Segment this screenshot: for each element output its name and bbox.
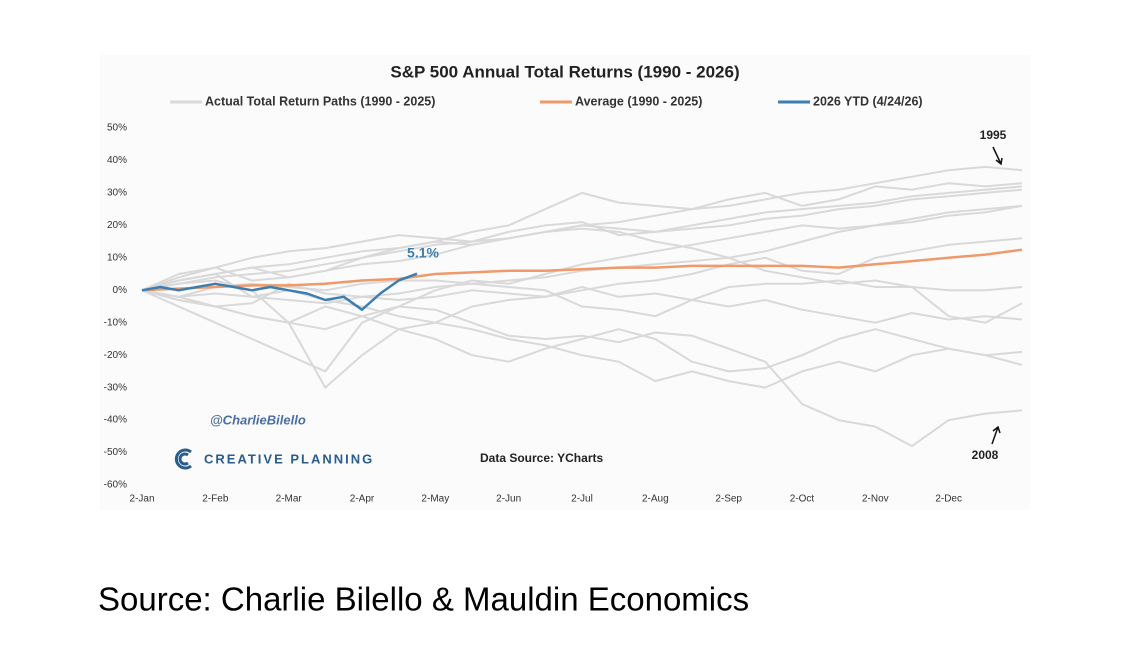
logo: CREATIVE PLANNING — [204, 451, 374, 466]
x-tick-label: 2-Dec — [935, 494, 962, 505]
x-tick-label: 2-Sep — [715, 494, 742, 505]
legend-label: Average (1990 - 2025) — [575, 94, 702, 108]
y-tick-label: -40% — [104, 415, 127, 426]
annotation: 2008 — [972, 448, 999, 462]
legend: Actual Total Return Paths (1990 - 2025) A… — [170, 94, 923, 108]
caption: Source: Charlie Bilello & Mauldin Econom… — [98, 581, 749, 618]
x-tick-label: 2-Nov — [862, 494, 889, 505]
y-tick-label: -20% — [104, 350, 127, 361]
legend-label: Actual Total Return Paths (1990 - 2025) — [205, 94, 435, 108]
x-tick-label: 2-Jun — [496, 494, 521, 505]
x-tick-label: 2-Apr — [350, 494, 375, 505]
x-tick-label: 2-Aug — [642, 494, 669, 505]
annotation: 1995 — [980, 128, 1007, 142]
return-path — [141, 204, 1023, 292]
return-path — [141, 256, 1023, 324]
y-tick-label: 50% — [107, 123, 127, 134]
x-tick-label: 2-Mar — [276, 494, 303, 505]
data-source: Data Source: YCharts — [480, 451, 603, 465]
return-path — [141, 282, 1023, 324]
legend-label: 2026 YTD (4/24/26) — [813, 94, 923, 108]
series-line — [141, 248, 1023, 292]
return-path — [141, 185, 1023, 292]
y-tick-label: -50% — [104, 447, 127, 458]
y-tick-label: -30% — [104, 382, 127, 393]
x-tick-label: 2-Jan — [129, 494, 154, 505]
y-tick-label: 30% — [107, 188, 127, 199]
return-path — [141, 188, 1023, 292]
y-tick-label: -10% — [104, 317, 127, 328]
y-tick-label: 0% — [113, 285, 128, 296]
watermark: @CharlieBilello — [210, 412, 306, 427]
y-tick-label: 20% — [107, 220, 127, 231]
return-path — [141, 279, 1023, 318]
x-tick-label: 2-Jul — [571, 494, 593, 505]
y-tick-label: -60% — [104, 480, 127, 491]
arrow — [991, 425, 1001, 445]
y-tick-label: 10% — [107, 252, 127, 263]
series-line — [141, 272, 418, 311]
value-label: 5.1% — [407, 244, 439, 260]
arrow — [992, 146, 1003, 166]
x-tick-label: 2-Oct — [790, 494, 815, 505]
chart-title: S&P 500 Annual Total Returns (1990 - 202… — [390, 62, 739, 81]
plot-area: -60% -50% -40% -30% -20% -10% 0% 10% 20% 30% 40% 50… — [104, 123, 1023, 505]
chart-panel — [100, 55, 1030, 510]
x-tick-label: 2-May — [421, 494, 449, 505]
return-path — [141, 289, 1023, 373]
x-tick-label: 2-Feb — [202, 494, 229, 505]
y-tick-label: 40% — [107, 155, 127, 166]
logo-mark — [174, 448, 192, 470]
